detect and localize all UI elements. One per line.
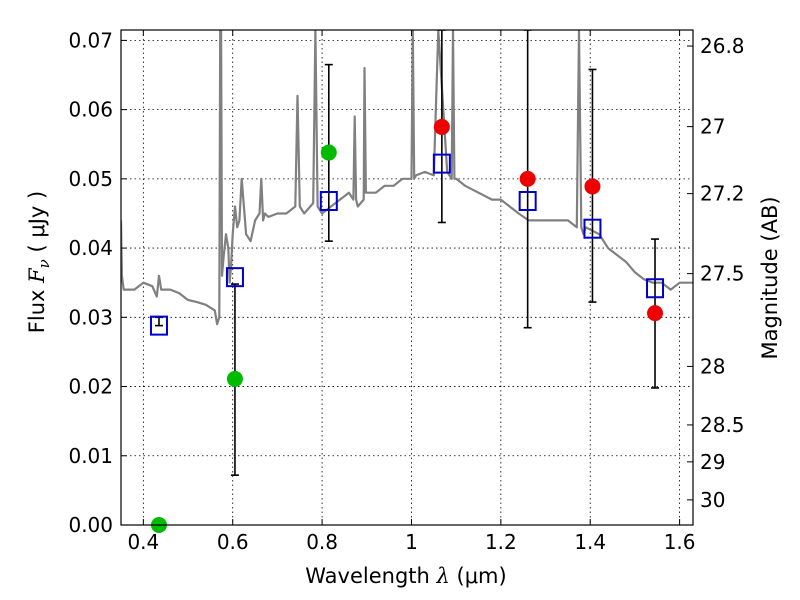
- open-square-point: [432, 153, 451, 174]
- x-tick-label: 1.4: [574, 530, 606, 554]
- model-spectrum-line: [121, 30, 693, 326]
- green-point: [226, 370, 243, 387]
- red-point: [647, 305, 664, 322]
- open-square-point: [225, 267, 244, 288]
- grid: [121, 30, 693, 526]
- x-tick-label: 1.6: [664, 530, 696, 554]
- y-tick-label: 0.04: [68, 236, 113, 260]
- y-tick-label: 0.07: [68, 28, 113, 52]
- y-axis-label: Flux Fν ( μJy ): [25, 191, 53, 333]
- plot-frame: [120, 29, 694, 526]
- red-point: [519, 170, 536, 187]
- red-point: [584, 178, 601, 195]
- y2-tick-label: 27.5: [700, 262, 745, 286]
- errorbars: [154, 30, 660, 476]
- y-tick-label: 0.02: [68, 375, 113, 399]
- x-tick-label: 0.6: [217, 530, 249, 554]
- green-point: [320, 144, 337, 161]
- y-tick-label: 0.05: [68, 167, 113, 191]
- open-square-point: [518, 191, 537, 211]
- y2-tick-label: 27.2: [700, 182, 745, 206]
- y-tick-label: 0.01: [68, 444, 113, 468]
- ticks: 0.4 0.6 0.8 1 1.2 1.4 1.6 0.00 0.01 0.02 0.03 0.04 0…: [68, 28, 744, 554]
- y2-tick-label: 27: [700, 115, 725, 139]
- y-tick-label: 0.06: [68, 98, 113, 122]
- x-tick-label: 0.8: [306, 530, 338, 554]
- y2-tick-label: 28: [700, 354, 725, 378]
- y2-tick-label: 28.5: [700, 413, 745, 437]
- y-tick-label: 0.03: [68, 305, 113, 329]
- markers: [149, 118, 665, 533]
- red-point: [433, 118, 450, 135]
- y2-tick-label: 26.8: [700, 34, 745, 58]
- x-axis-label: Wavelength λ (μm): [305, 564, 506, 588]
- open-square-point: [319, 191, 338, 211]
- y2-axis-label: Magnitude (AB): [758, 196, 782, 359]
- y2-tick-label: 30: [700, 488, 725, 512]
- x-tick-label: 1.2: [485, 530, 517, 554]
- x-tick-label: 0.4: [127, 530, 159, 554]
- open-square-point: [149, 315, 168, 336]
- model-spectrum: [121, 30, 693, 326]
- y-tick-label: 0.00: [68, 513, 113, 537]
- open-square-point: [646, 278, 665, 299]
- y2-tick-label: 29: [700, 450, 725, 474]
- open-square-point: [583, 218, 602, 239]
- x-tick-label: 1: [405, 530, 418, 554]
